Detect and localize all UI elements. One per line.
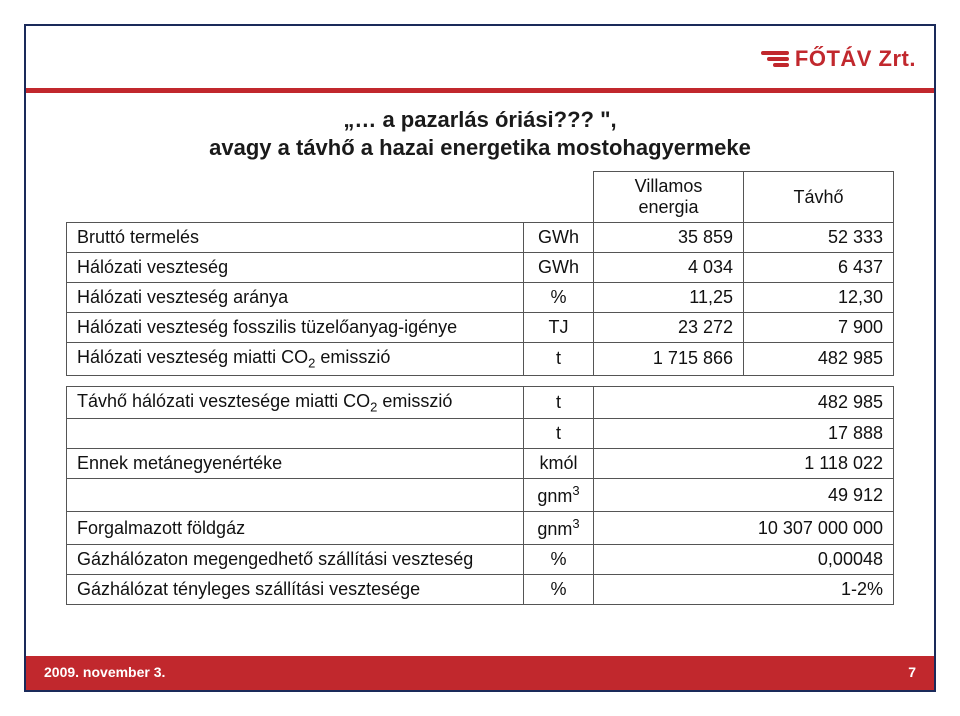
table-row: Hálózati veszteség GWh 4 034 6 437 bbox=[67, 253, 894, 283]
row-value: 49 912 bbox=[594, 479, 894, 512]
title-line-2: avagy a távhő a hazai energetika mostoha… bbox=[66, 134, 894, 162]
row-label: Gázhálózat tényleges szállítási vesztesé… bbox=[67, 575, 524, 605]
title-line-1: „… a pazarlás óriási??? ", bbox=[66, 106, 894, 134]
row-unit: % bbox=[524, 575, 594, 605]
row-unit: t bbox=[524, 419, 594, 449]
row-value: 0,00048 bbox=[594, 545, 894, 575]
row-value: 10 307 000 000 bbox=[594, 512, 894, 545]
slide-frame: FŐTÁV Zrt. „… a pazarlás óriási??? ", av… bbox=[24, 24, 936, 692]
row-label: Gázhálózaton megengedhető szállítási ves… bbox=[67, 545, 524, 575]
row-unit: % bbox=[524, 283, 594, 313]
logo-mark-icon bbox=[761, 51, 789, 67]
row-label: Bruttó termelés bbox=[67, 223, 524, 253]
row-unit: t bbox=[524, 343, 594, 376]
row-value: 7 900 bbox=[744, 313, 894, 343]
row-value: 12,30 bbox=[744, 283, 894, 313]
header-label bbox=[67, 172, 524, 223]
row-value: 1 715 866 bbox=[594, 343, 744, 376]
row-value: 6 437 bbox=[744, 253, 894, 283]
row-value: 52 333 bbox=[744, 223, 894, 253]
row-unit: TJ bbox=[524, 313, 594, 343]
table-row: Bruttó termelés GWh 35 859 52 333 bbox=[67, 223, 894, 253]
table-gas-details: Távhő hálózati vesztesége miatti CO2 emi… bbox=[66, 386, 894, 606]
row-value: 11,25 bbox=[594, 283, 744, 313]
row-unit: gnm3 bbox=[524, 479, 594, 512]
table-row: Forgalmazott földgáz gnm3 10 307 000 000 bbox=[67, 512, 894, 545]
row-unit: % bbox=[524, 545, 594, 575]
logo: FŐTÁV Zrt. bbox=[761, 46, 916, 72]
row-unit: t bbox=[524, 386, 594, 419]
row-label: Forgalmazott földgáz bbox=[67, 512, 524, 545]
table-row: Hálózati veszteség aránya % 11,25 12,30 bbox=[67, 283, 894, 313]
row-unit: GWh bbox=[524, 223, 594, 253]
table-row: Gázhálózaton megengedhető szállítási ves… bbox=[67, 545, 894, 575]
content-area: „… a pazarlás óriási??? ", avagy a távhő… bbox=[66, 106, 894, 605]
row-value: 17 888 bbox=[594, 419, 894, 449]
header-unit bbox=[524, 172, 594, 223]
row-unit: kmól bbox=[524, 449, 594, 479]
header-col-tavho: Távhő bbox=[744, 172, 894, 223]
row-value: 4 034 bbox=[594, 253, 744, 283]
row-unit: GWh bbox=[524, 253, 594, 283]
row-value: 1 118 022 bbox=[594, 449, 894, 479]
table-header-row: Villamos energia Távhő bbox=[67, 172, 894, 223]
row-value: 482 985 bbox=[744, 343, 894, 376]
row-label: Ennek metánegyenértéke bbox=[67, 449, 524, 479]
footer-page-number: 7 bbox=[908, 664, 916, 680]
row-unit: gnm3 bbox=[524, 512, 594, 545]
row-label: Hálózati veszteség miatti CO2 emisszió bbox=[67, 343, 524, 376]
row-label bbox=[67, 419, 524, 449]
row-label: Távhő hálózati vesztesége miatti CO2 emi… bbox=[67, 386, 524, 419]
footer: 2009. november 3. 7 bbox=[44, 664, 916, 680]
row-value: 23 272 bbox=[594, 313, 744, 343]
row-value: 35 859 bbox=[594, 223, 744, 253]
table-row: Gázhálózat tényleges szállítási vesztesé… bbox=[67, 575, 894, 605]
table-row: Ennek metánegyenértéke kmól 1 118 022 bbox=[67, 449, 894, 479]
logo-text: FŐTÁV Zrt. bbox=[795, 46, 916, 72]
table-row: Hálózati veszteség fosszilis tüzelőanyag… bbox=[67, 313, 894, 343]
table-row: Távhő hálózati vesztesége miatti CO2 emi… bbox=[67, 386, 894, 419]
slide-title: „… a pazarlás óriási??? ", avagy a távhő… bbox=[66, 106, 894, 161]
header-col-villamos: Villamos energia bbox=[594, 172, 744, 223]
table-row: gnm3 49 912 bbox=[67, 479, 894, 512]
table-energy-compare: Villamos energia Távhő Bruttó termelés G… bbox=[66, 171, 894, 376]
row-label: Hálózati veszteség fosszilis tüzelőanyag… bbox=[67, 313, 524, 343]
table-row: t 17 888 bbox=[67, 419, 894, 449]
header-divider bbox=[26, 88, 934, 93]
row-value: 1-2% bbox=[594, 575, 894, 605]
table-row: Hálózati veszteség miatti CO2 emisszió t… bbox=[67, 343, 894, 376]
footer-date: 2009. november 3. bbox=[44, 664, 165, 680]
row-label: Hálózati veszteség bbox=[67, 253, 524, 283]
row-label bbox=[67, 479, 524, 512]
row-value: 482 985 bbox=[594, 386, 894, 419]
row-label: Hálózati veszteség aránya bbox=[67, 283, 524, 313]
